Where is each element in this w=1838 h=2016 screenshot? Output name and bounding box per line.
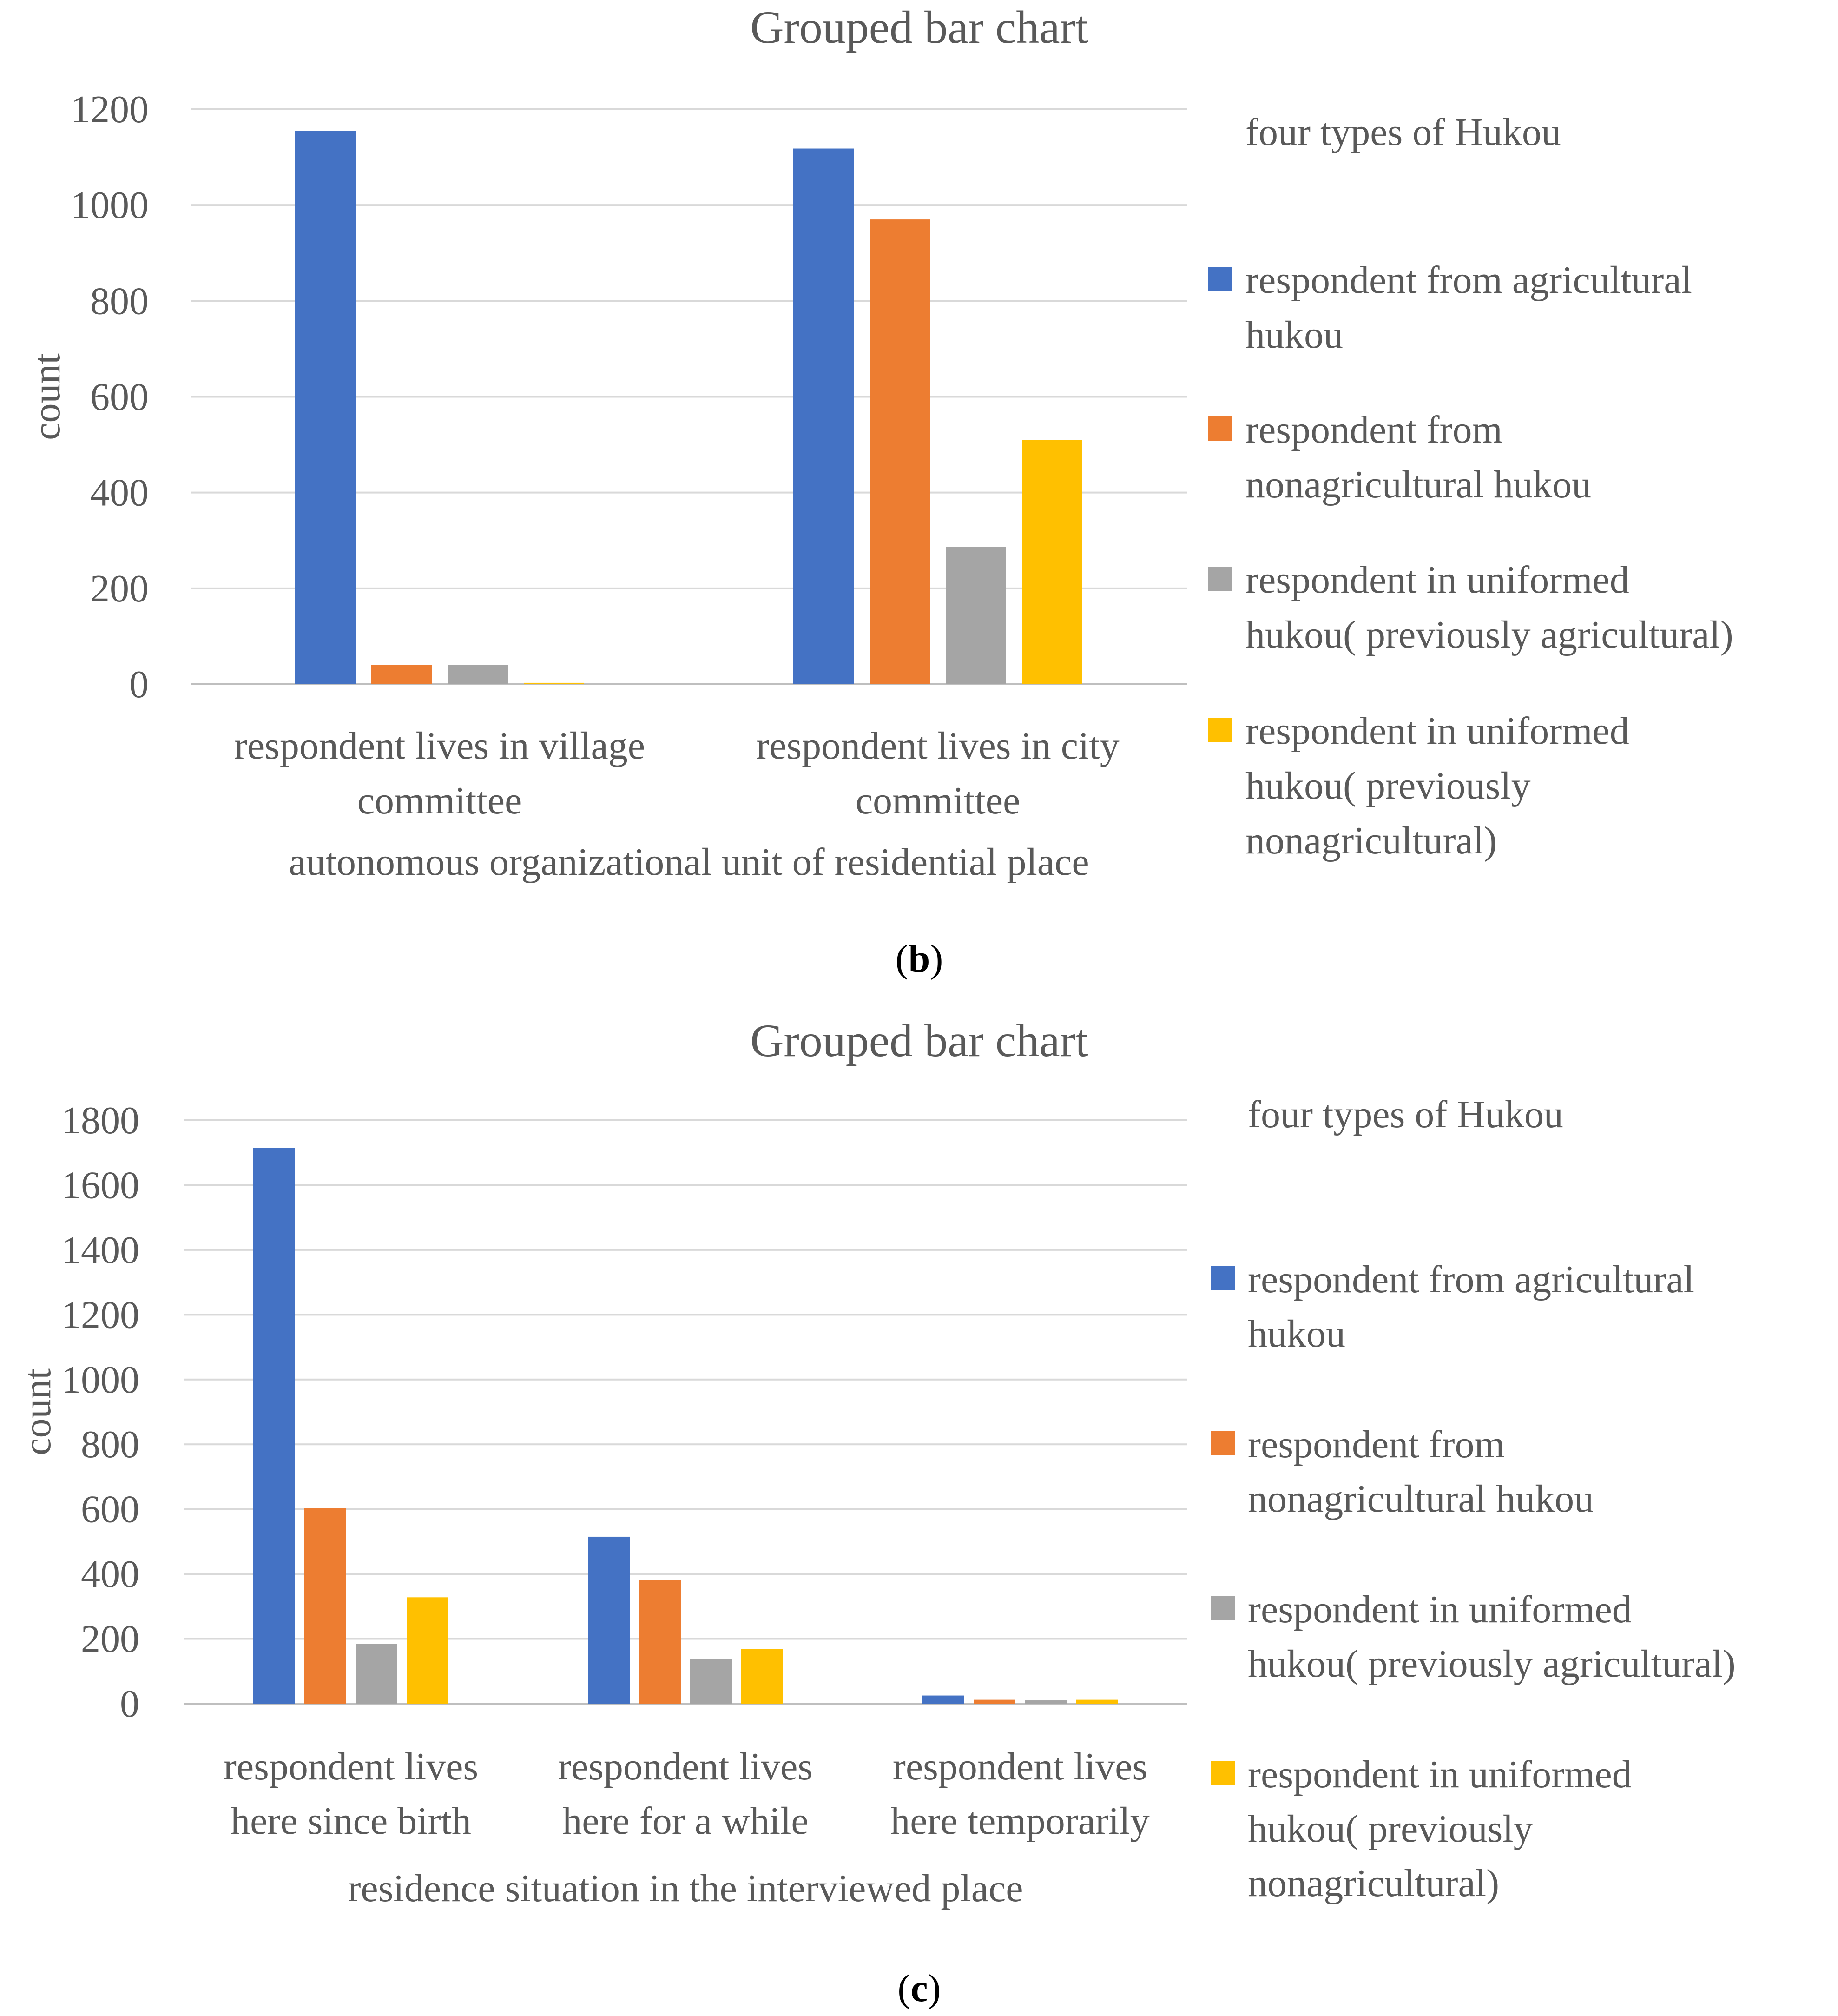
x-category-label: respondent lives in village [234,724,645,767]
y-tick-label: 0 [129,663,149,706]
bar [524,682,584,684]
figure-caption: (b) [896,937,943,980]
legend-swatch [1208,267,1232,291]
bar [253,1148,295,1704]
x-category-label: respondent lives [224,1745,478,1788]
bar [1025,1700,1067,1704]
bar [407,1597,448,1704]
y-tick-label: 200 [81,1618,139,1661]
y-tick-label: 1200 [71,88,149,131]
bar [356,1644,397,1704]
y-tick-label: 600 [90,376,149,419]
y-tick-label: 800 [90,279,149,323]
y-tick-label: 1800 [61,1099,139,1142]
x-category-label: here for a while [562,1799,808,1843]
x-category-label: respondent lives in city [756,724,1120,767]
legend-label: respondent from agricultural [1245,258,1692,302]
y-tick-label: 1000 [61,1358,139,1401]
bar [448,665,508,684]
bar [1022,440,1082,684]
legend-label: respondent in uniformed [1245,709,1629,753]
legend-label: nonagricultural hukou [1245,463,1591,506]
bar [371,665,432,684]
y-tick-label: 400 [90,471,149,515]
legend-label: nonagricultural hukou [1248,1477,1594,1520]
y-tick-label: 200 [90,567,149,610]
y-tick-label: 0 [120,1682,139,1725]
x-category-label: committee [357,779,522,822]
legend-swatch [1208,567,1232,591]
legend-label: hukou( previously agricultural) [1248,1642,1736,1686]
bar [690,1659,732,1704]
x-category-label: here since birth [231,1799,471,1843]
bar [741,1649,783,1704]
legend: four types of Hukou respondent from agric… [1208,111,1733,862]
legend-label: respondent in uniformed [1248,1588,1632,1631]
bar [639,1580,681,1704]
legend-label: respondent in uniformed [1248,1753,1632,1796]
caption-close: ) [928,1967,941,2010]
legend-label: hukou( previously agricultural) [1245,613,1733,656]
y-tick-label: 1200 [61,1293,139,1336]
bar [793,148,854,684]
y-axis-title: count [25,353,68,440]
y-tick-label: 1400 [61,1229,139,1272]
legend-label: nonagricultural) [1248,1862,1499,1905]
caption-letter: b [909,937,930,980]
legend-label: hukou( previously [1248,1807,1533,1851]
bar [1076,1699,1118,1704]
chart-title: Grouped bar chart [750,1015,1088,1066]
legend-label: nonagricultural) [1245,819,1497,862]
y-tick-label: 1000 [71,184,149,227]
legend-swatch [1211,1596,1235,1620]
bar [946,547,1006,684]
bar [870,219,930,684]
legend-label: respondent from [1245,408,1502,451]
bar [922,1695,964,1704]
legend-title: four types of Hukou [1245,111,1561,154]
x-category-label: committee [856,779,1021,822]
chart-title: Grouped bar chart [750,1,1088,53]
bar [974,1699,1015,1704]
y-axis-title: count [16,1368,59,1455]
legend: four types of Hukou respondent from agric… [1211,1093,1736,1905]
legend-swatch [1211,1266,1235,1290]
y-tick-label: 600 [81,1488,139,1531]
x-axis-title: autonomous organizational unit of reside… [289,840,1089,884]
legend-label: hukou [1248,1312,1345,1355]
legend-label: hukou [1245,313,1343,357]
legend-label: hukou( previously [1245,764,1531,807]
legend-swatch [1211,1761,1235,1785]
legend-label: respondent from agricultural [1248,1258,1694,1301]
bar [304,1508,346,1704]
caption-open: ( [897,1967,910,2010]
legend-label: respondent from [1248,1423,1505,1466]
legend-label: respondent in uniformed [1245,558,1629,601]
legend-swatch [1208,416,1232,441]
caption-open: ( [896,937,909,980]
y-tick-label: 800 [81,1423,139,1466]
chart-c: Grouped bar chart 0 200 400 600 800 1000 1200 14… [16,1015,1736,2010]
x-category-label: respondent lives [558,1745,813,1788]
figure-caption: (c) [897,1967,941,2010]
chart-b: Grouped bar chart 0 200 400 600 800 1000 1200 co… [25,1,1733,980]
x-category-label: here temporarily [890,1799,1149,1843]
y-tick-label: 400 [81,1553,139,1596]
bar [588,1536,630,1704]
legend-swatch [1211,1431,1235,1455]
caption-letter: c [910,1967,928,2010]
x-axis-title: residence situation in the interviewed p… [348,1867,1023,1910]
legend-title: four types of Hukou [1248,1093,1563,1136]
bar [295,131,356,685]
x-category-label: respondent lives [893,1745,1147,1788]
legend-swatch [1208,718,1232,742]
y-tick-label: 1600 [61,1163,139,1207]
caption-close: ) [930,937,943,980]
